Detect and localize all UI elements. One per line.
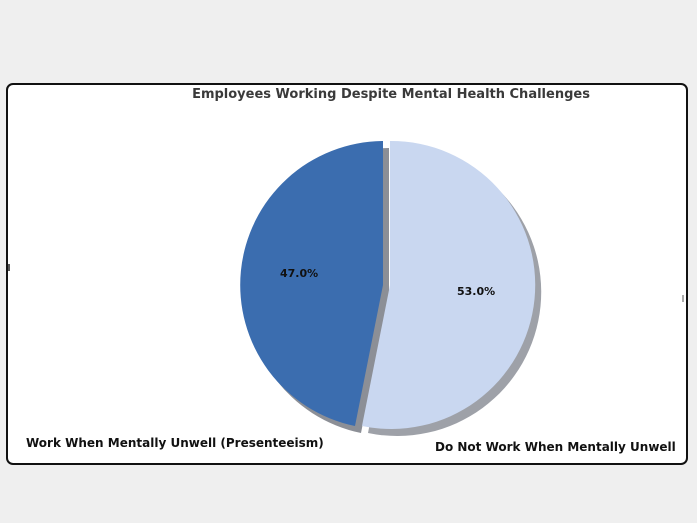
chart-title: Employees Working Despite Mental Health … bbox=[192, 87, 590, 102]
pct-label-no-work: 53.0% bbox=[457, 285, 496, 298]
slice-presenteeism[interactable] bbox=[240, 141, 383, 426]
slice-no-work[interactable] bbox=[362, 140, 536, 429]
slice-label-no-work: Do Not Work When Mentally Unwell bbox=[435, 440, 676, 454]
slice-label-presenteeism: Work When Mentally Unwell (Presenteeism) bbox=[26, 436, 324, 450]
left-edge-tick bbox=[8, 264, 10, 271]
pct-label-presenteeism: 47.0% bbox=[280, 267, 319, 280]
right-edge-tick bbox=[682, 295, 684, 302]
